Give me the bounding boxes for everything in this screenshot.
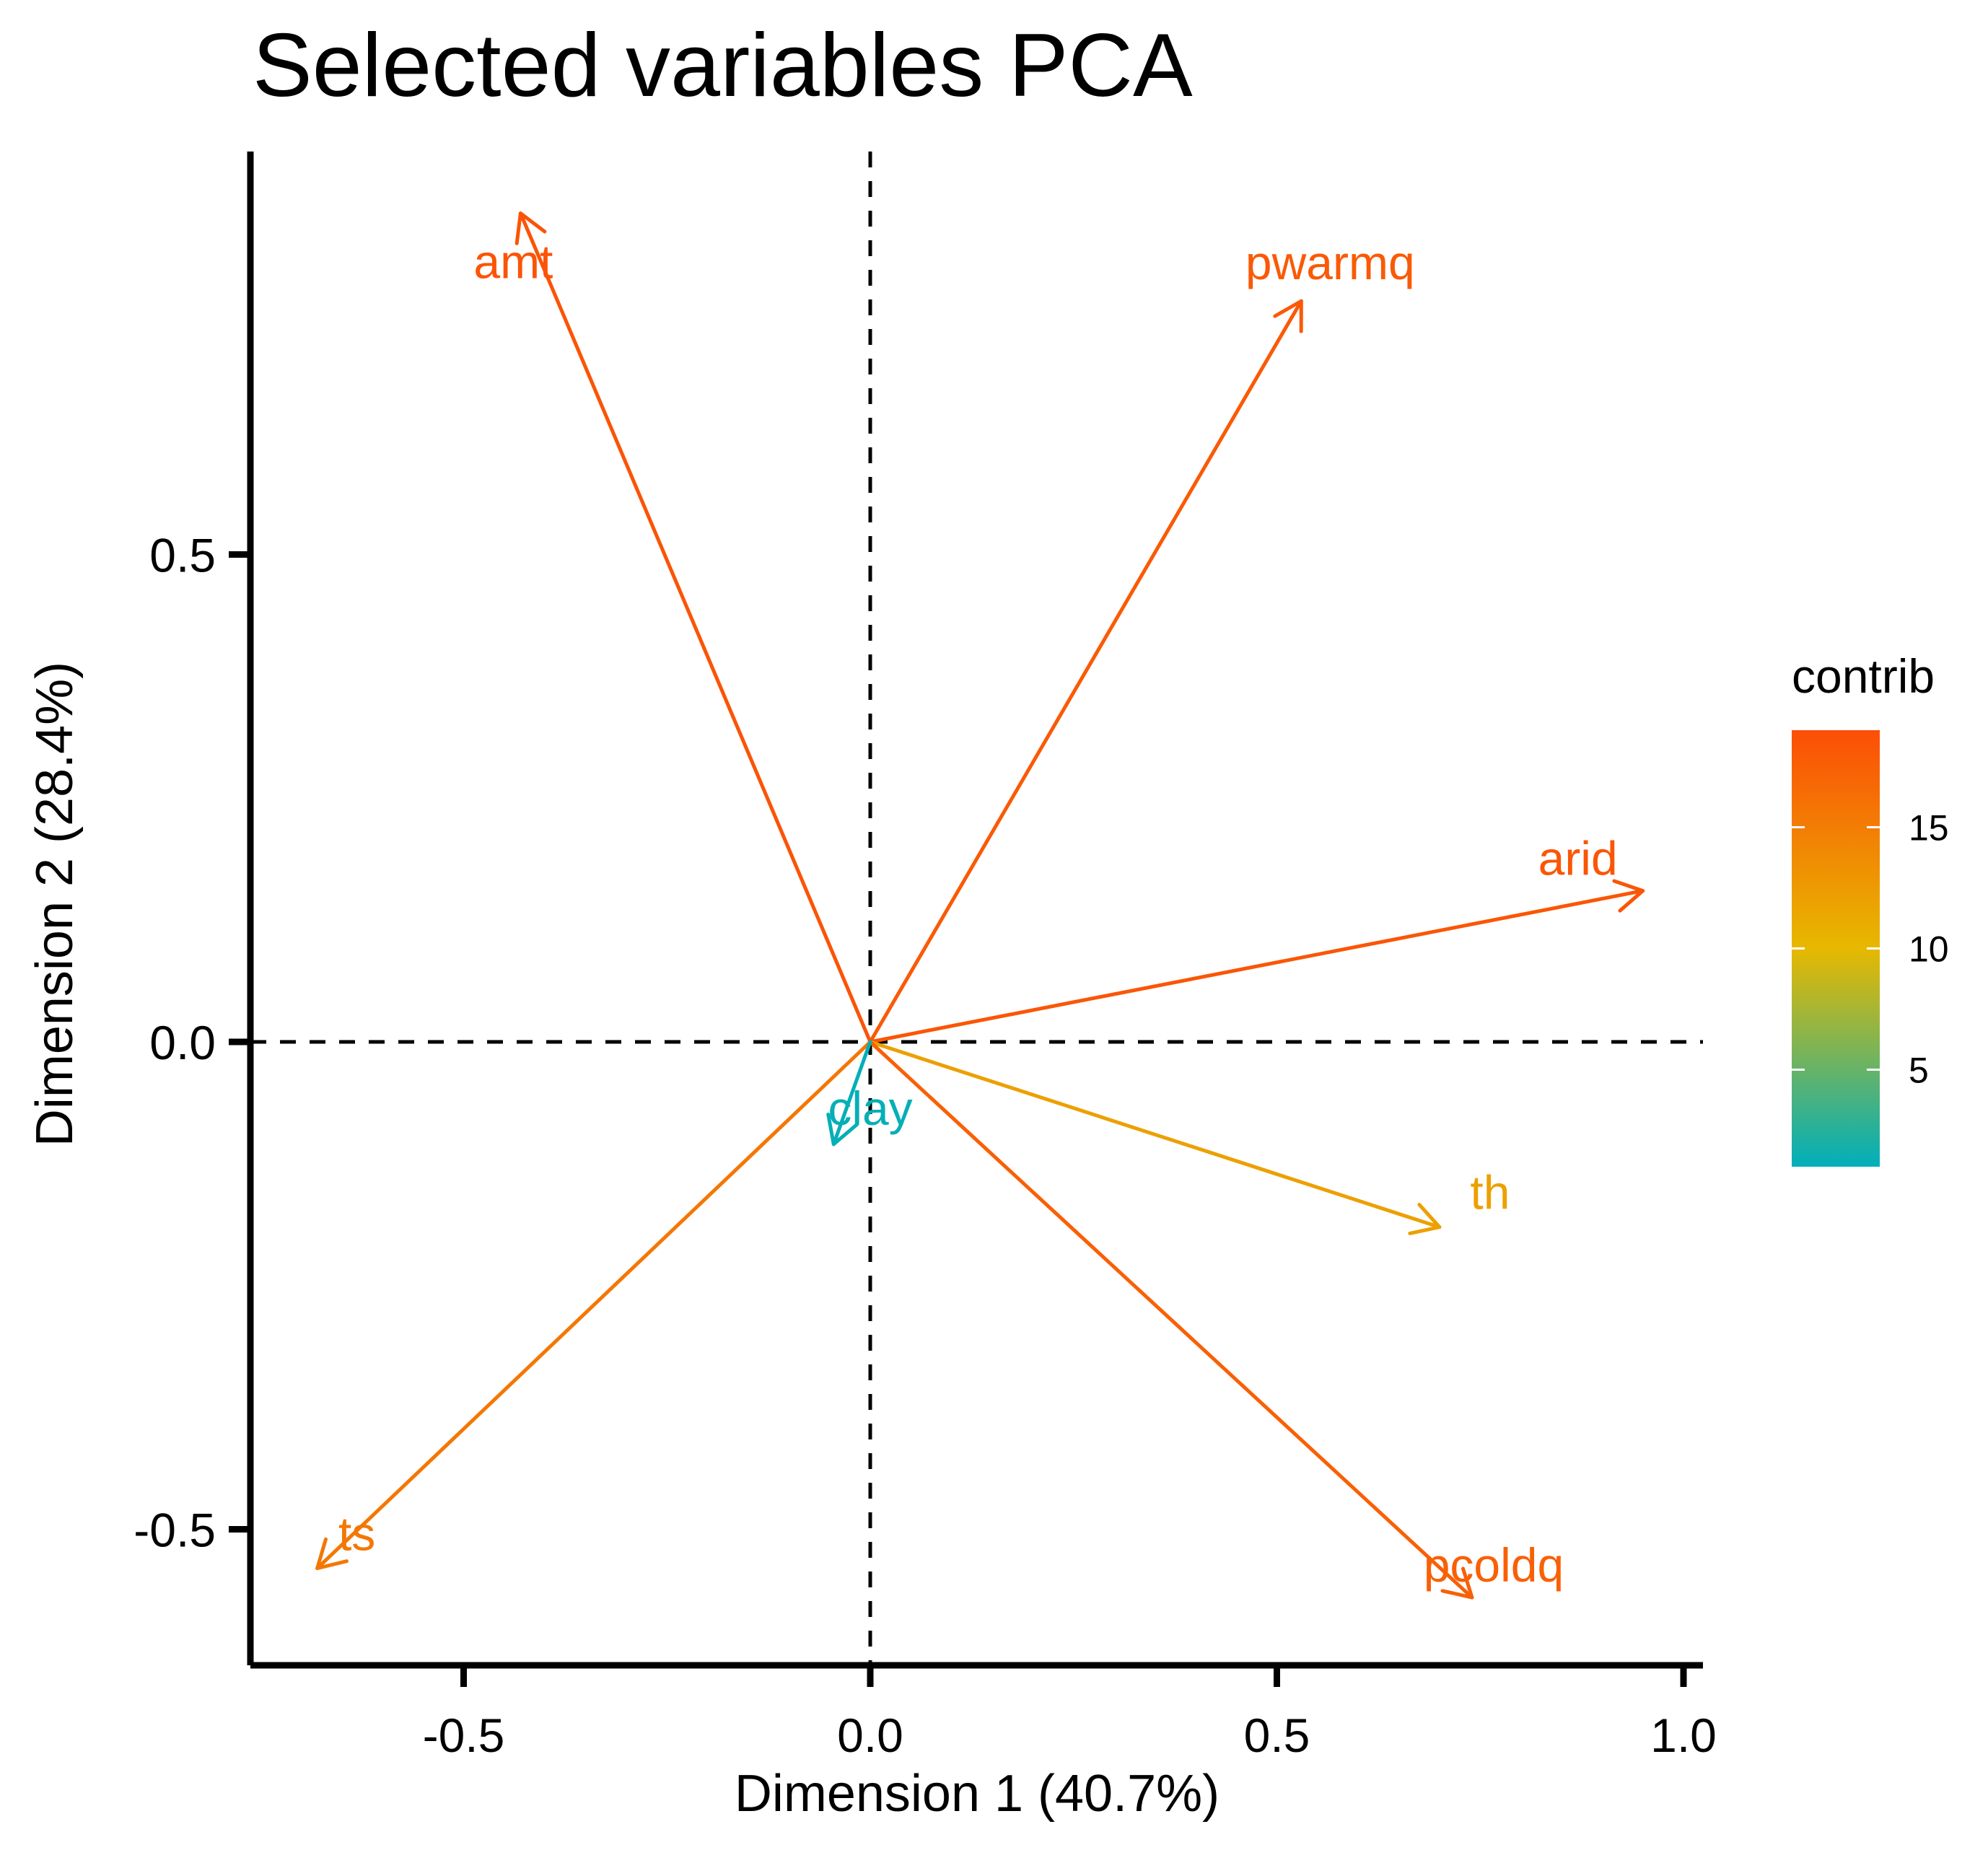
variable-label-th: th: [1470, 1166, 1510, 1219]
y-tick-label: 0.5: [149, 529, 216, 582]
y-tick-label: 0.0: [149, 1016, 216, 1069]
axes: [247, 152, 1703, 1669]
legend-title: contrib: [1792, 649, 1935, 703]
arrow-shaft-clay: [831, 1040, 872, 1147]
arrow-shaft-pwarmq: [868, 299, 1303, 1044]
arrow-shaft-amt: [518, 211, 872, 1044]
legend-tick-label: 5: [1909, 1051, 1929, 1091]
arrow-head-amt: [514, 211, 547, 245]
arrow-shaft-arid: [868, 889, 1645, 1044]
variable-label-clay: clay: [828, 1082, 912, 1135]
arrow-head-pcoldq: [1440, 1566, 1474, 1600]
variable-label-arid: arid: [1538, 832, 1618, 885]
legend-tick-label: 10: [1909, 929, 1949, 970]
legend-tick-label: 15: [1909, 807, 1949, 848]
y-axis-title: Dimension 2 (28.4%): [26, 662, 84, 1147]
x-axis-title: Dimension 1 (40.7%): [735, 1765, 1219, 1823]
variable-arrows: [315, 211, 1645, 1600]
y-axis-ticks: -0.5 0.0 0.5: [133, 529, 250, 1557]
arrow-head-pwarmq: [1273, 299, 1303, 333]
variable-label-ts: ts: [338, 1507, 375, 1561]
arrow-shaft-pcoldq: [868, 1040, 1474, 1600]
legend-colorbar: [1792, 730, 1880, 1167]
x-tick-label: 0.0: [837, 1709, 903, 1762]
x-axis-ticks: -0.5 0.0 0.5 1.0: [423, 1665, 1717, 1762]
y-tick-label: -0.5: [133, 1504, 216, 1557]
x-tick-label: 0.5: [1244, 1709, 1310, 1762]
chart-title: Selected variables PCA: [253, 16, 1193, 115]
arrow-shaft-th: [868, 1040, 1442, 1229]
legend-ticks: 5 10 15: [1792, 807, 1949, 1091]
arrow-head-clay: [826, 1113, 859, 1147]
legend: contrib 5 10 15: [1792, 649, 1949, 1167]
arrow-head-arid: [1612, 879, 1645, 913]
x-tick-label: -0.5: [423, 1709, 505, 1762]
variable-label-pwarmq: pwarmq: [1245, 236, 1415, 289]
arrow-head-th: [1408, 1202, 1442, 1235]
variable-labels: amt pwarmq arid th pcoldq ts clay: [338, 235, 1618, 1592]
arrow-head-ts: [315, 1537, 349, 1571]
variable-label-amt: amt: [473, 235, 553, 289]
variable-label-pcoldq: pcoldq: [1424, 1538, 1564, 1592]
reference-lines: [250, 152, 1703, 1665]
x-tick-label: 1.0: [1650, 1709, 1717, 1762]
arrow-shaft-ts: [315, 1040, 872, 1571]
